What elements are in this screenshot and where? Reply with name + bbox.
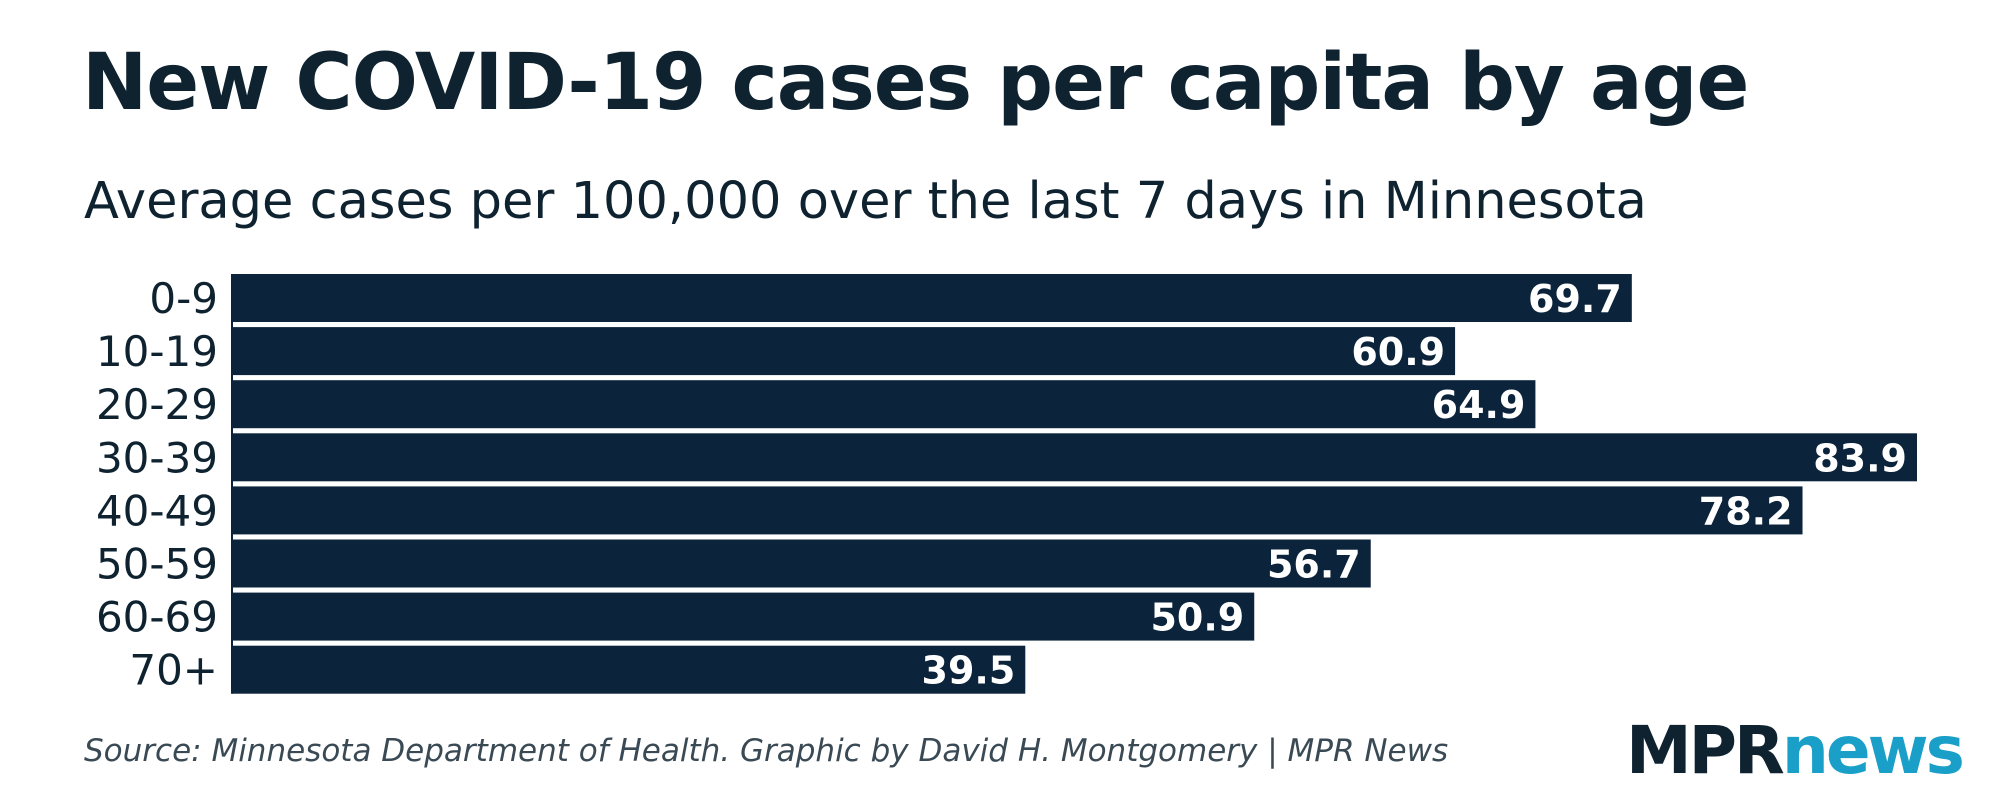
bar-10-19 — [232, 327, 1456, 376]
category-label-30-39: 30-39 — [96, 433, 218, 482]
value-label-70+: 39.5 — [922, 649, 1016, 693]
logo-news-text: news — [1781, 712, 1965, 789]
bar-chart: 0-9 69.7 10-19 60.9 20-29 64.9 30-39 83.9 40-49 7… — [96, 274, 1917, 695]
category-label-50-59: 50-59 — [96, 540, 218, 589]
bar-40-49 — [232, 486, 1803, 535]
category-label-10-19: 10-19 — [96, 327, 218, 376]
category-label-0-9: 0-9 — [149, 274, 218, 323]
value-label-60-69: 50.9 — [1150, 596, 1244, 640]
bar-60-69 — [232, 592, 1255, 641]
value-label-10-19: 60.9 — [1351, 330, 1445, 374]
value-label-0-9: 69.7 — [1528, 277, 1622, 321]
bar-50-59 — [232, 539, 1371, 588]
category-label-20-29: 20-29 — [96, 380, 218, 429]
bar-30-39 — [232, 433, 1917, 482]
value-label-30-39: 83.9 — [1813, 436, 1907, 480]
mpr-news-logo: MPRnews — [1626, 718, 1965, 784]
bar-70+ — [232, 645, 1026, 694]
value-label-20-29: 64.9 — [1432, 383, 1526, 427]
value-label-50-59: 56.7 — [1267, 543, 1361, 587]
chart-title: New COVID-19 cases per capita by age — [82, 38, 1749, 128]
category-label-40-49: 40-49 — [96, 486, 218, 535]
value-label-40-49: 78.2 — [1699, 489, 1793, 533]
logo-mpr-text: MPR — [1626, 712, 1785, 789]
category-label-70+: 70+ — [129, 646, 218, 695]
chart-subtitle: Average cases per 100,000 over the last … — [84, 172, 1647, 231]
source-note: Source: Minnesota Department of Health. … — [84, 733, 1449, 769]
bar-20-29 — [232, 380, 1536, 429]
bar-0-9 — [232, 274, 1632, 322]
category-label-60-69: 60-69 — [96, 593, 218, 642]
